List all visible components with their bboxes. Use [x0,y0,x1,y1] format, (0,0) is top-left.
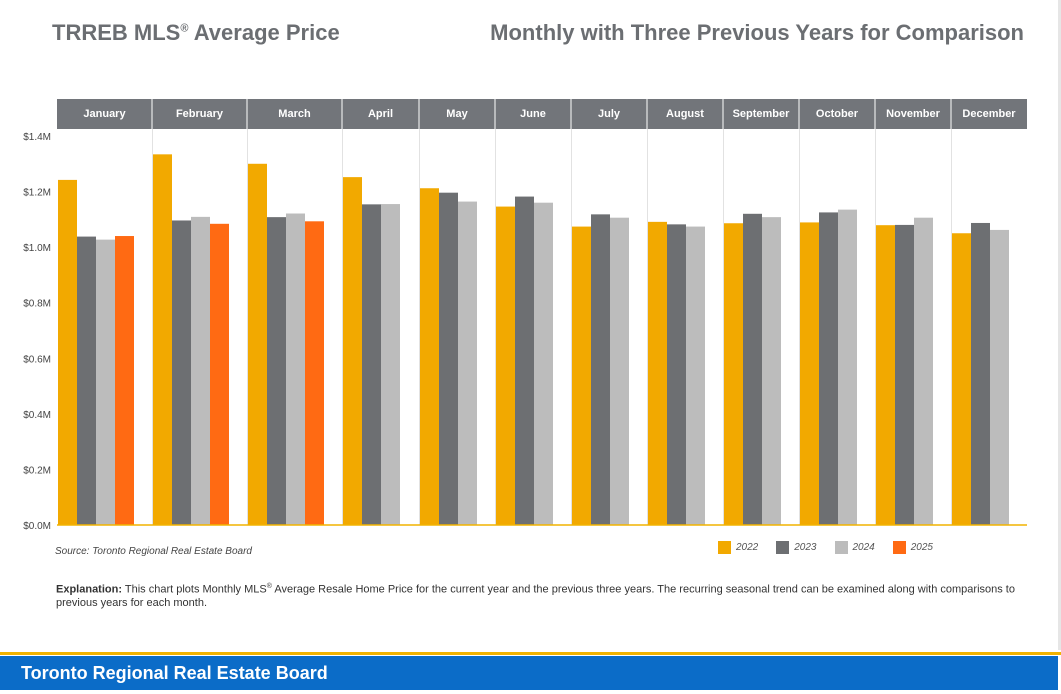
month-label: October [816,108,859,120]
y-tick-label: $0.6M [23,354,51,365]
y-tick-label: $1.4M [23,132,51,143]
bar-2024 [610,217,629,525]
month-label: February [176,108,224,120]
bar-2022 [952,233,971,525]
month-label: September [733,108,791,120]
bar-2022 [572,226,591,525]
bar-2022 [496,206,515,525]
bar-2022 [876,225,895,525]
bar-2024 [286,213,305,525]
bar-2025 [305,221,324,526]
y-tick-label: $1.2M [23,188,51,199]
bar-2023 [667,224,686,525]
bar-2022 [343,177,362,525]
bar-2024 [762,217,781,526]
bar-2023 [819,212,838,526]
y-tick-label: $0.2M [23,465,51,476]
bar-2022 [724,223,743,526]
bar-2024 [914,217,933,525]
bar-2023 [77,236,96,525]
month-label: April [368,108,393,120]
bar-2024 [458,201,477,525]
footer-divider [0,652,1061,655]
source-note: Source: Toronto Regional Real Estate Boa… [55,546,252,557]
legend-item-2022: 2022 [718,541,758,554]
bar-2024 [838,209,857,525]
legend-swatch [892,541,906,554]
bar-2023 [439,192,458,525]
bar-2023 [895,224,914,525]
month-label: July [598,108,621,120]
bar-2025 [210,223,229,525]
bar-2023 [172,220,191,525]
bar-2024 [96,239,115,525]
bar-2022 [800,222,819,525]
bar-2022 [248,163,267,526]
y-tick-label: $0.0M [23,521,51,532]
bar-2023 [971,222,990,525]
bar-2022 [153,154,172,526]
bar-2023 [743,213,762,526]
chart-subtitle: Monthly with Three Previous Years for Co… [490,20,1024,45]
scrollbar[interactable] [1058,0,1061,650]
bar-2024 [191,216,210,525]
chart-legend: 2022 2023 2024 2025 [718,541,933,554]
month-label: June [520,108,546,120]
month-header-band [57,99,1027,129]
bar-2024 [381,204,400,525]
bar-2023 [362,204,381,526]
bar-chart: January February March April May June July Augu… [23,99,1027,532]
bar-2022 [58,179,77,525]
footer-label: Toronto Regional Real Estate Board [21,663,328,683]
explanation-text: Explanation: This chart plots Monthly ML… [56,583,1015,609]
legend-item-2023: 2023 [776,541,817,554]
footer-bar [0,656,1058,690]
y-tick-label: $1.0M [23,243,51,254]
chart-title: TRREB MLS® Average Price [52,20,340,45]
bar-2023 [591,214,610,525]
legend-item-2024: 2024 [834,541,875,554]
bar-2023 [515,196,534,525]
legend-swatch [718,541,731,554]
y-tick-label: $0.4M [23,410,51,421]
legend-label: 2024 [852,542,875,553]
month-label: January [83,108,126,120]
bar-2023 [267,217,286,526]
legend-label: 2025 [910,542,933,553]
bar-2025 [115,236,134,525]
legend-swatch [776,541,790,554]
legend-label: 2023 [794,542,817,553]
month-label: May [446,108,468,120]
legend-label: 2022 [736,542,759,553]
bar-2024 [686,226,705,525]
bar-2022 [420,188,439,526]
month-label: March [278,108,311,120]
y-tick-label: $0.8M [23,299,51,310]
bar-2022 [648,221,667,526]
legend-item-2025: 2025 [892,541,933,554]
bar-2024 [534,202,553,525]
month-label: August [666,108,704,120]
legend-swatch [834,541,848,554]
bar-2024 [990,229,1009,525]
month-label: November [886,108,941,120]
month-label: December [962,108,1016,120]
